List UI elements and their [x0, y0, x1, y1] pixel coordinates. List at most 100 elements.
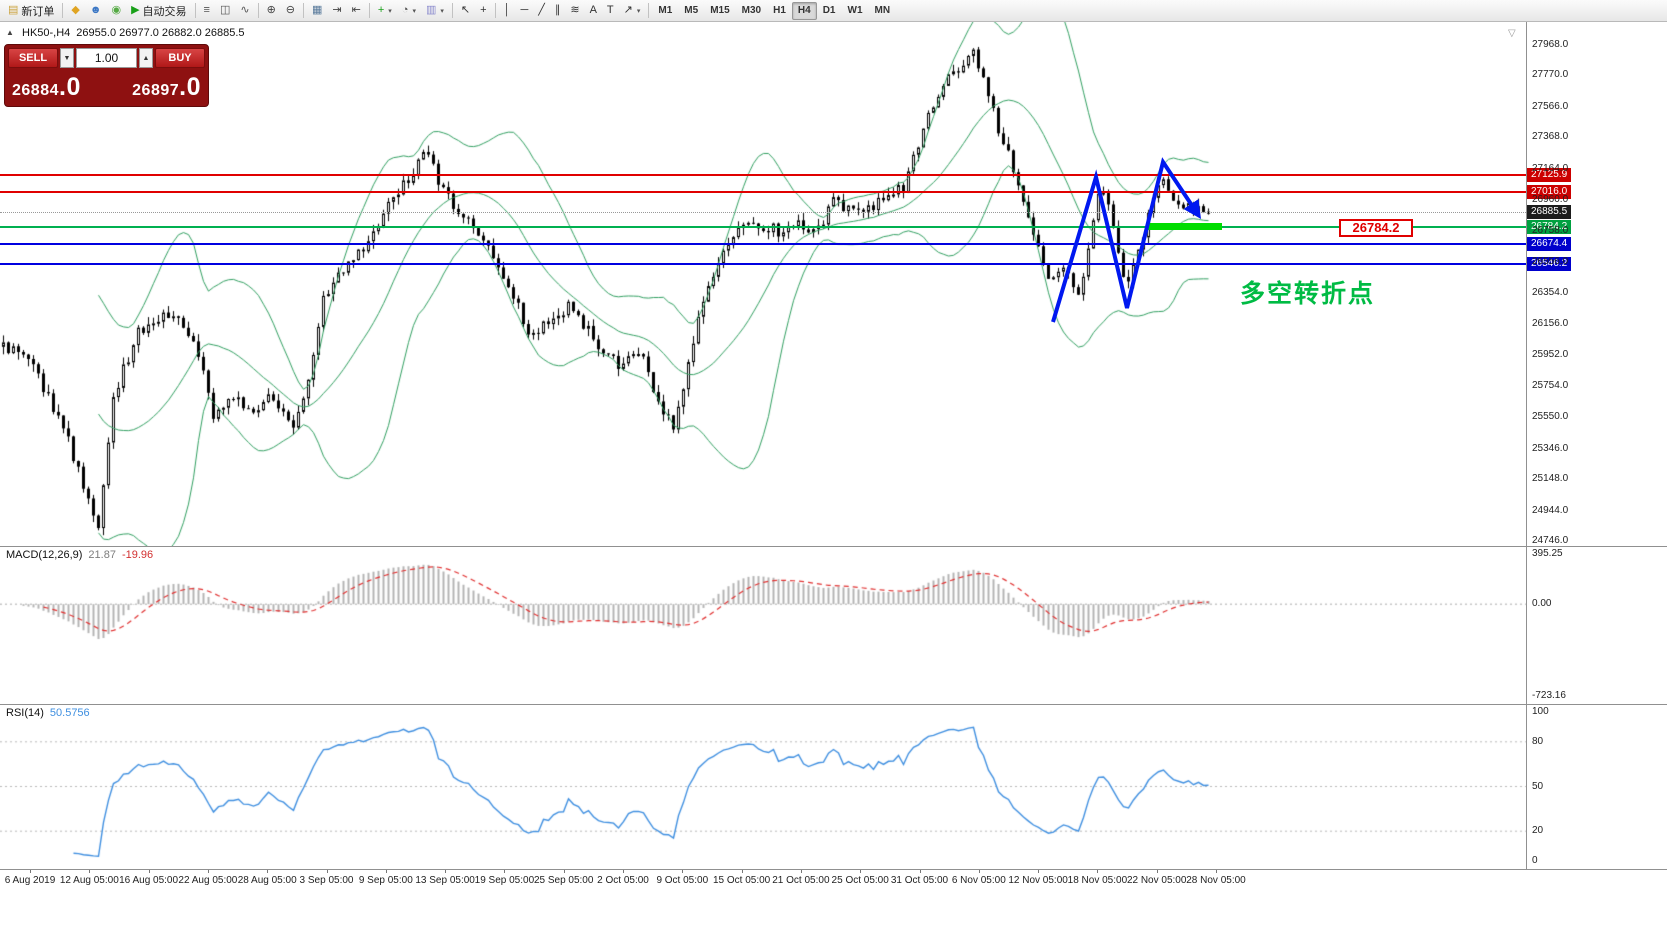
- timeframe-mn[interactable]: MN: [869, 2, 897, 20]
- indicators-icon: +: [377, 4, 385, 16]
- horizontal-line-icon[interactable]: ─: [515, 2, 533, 20]
- toolbar-label: M5: [684, 5, 699, 16]
- price-axis-label: 26354.0: [1532, 287, 1569, 299]
- toolbar-separator: [62, 3, 64, 18]
- vertical-line-icon[interactable]: │: [499, 2, 516, 20]
- volume-increase-button[interactable]: ▲: [139, 48, 153, 68]
- indicators-icon[interactable]: + ▾: [373, 2, 397, 20]
- pane-separator[interactable]: [0, 704, 1667, 705]
- macd-pane[interactable]: MACD(12,26,9) 21.87 -19.96: [0, 546, 1526, 704]
- cursor-icon[interactable]: ↖: [456, 2, 475, 20]
- zoom-out-icon[interactable]: ⊖: [281, 2, 300, 20]
- timeframe-m5[interactable]: M5: [678, 2, 704, 20]
- timeframe-h1[interactable]: H1: [767, 2, 792, 20]
- zoom-in-icon[interactable]: ⊕: [262, 2, 281, 20]
- zoom-in-icon: ⊕: [266, 4, 276, 16]
- label-icon[interactable]: T: [602, 2, 619, 20]
- timeframe-h4[interactable]: H4: [791, 1, 817, 20]
- time-axis-tick: [860, 869, 862, 873]
- volume-input[interactable]: 1.00: [76, 48, 137, 68]
- sell-price[interactable]: 26884.0: [12, 73, 81, 102]
- toolbar-separator: [303, 3, 305, 18]
- chevron-down-icon[interactable]: ▾: [440, 7, 444, 15]
- time-axis-tick: [682, 869, 684, 873]
- tile-windows-icon[interactable]: ▦: [307, 2, 327, 20]
- metaeditor-icon[interactable]: ◆: [66, 2, 84, 20]
- bar-chart-icon[interactable]: ≡: [199, 2, 215, 20]
- rsi-name: RSI(14): [6, 707, 44, 719]
- periods-icon[interactable]: ◔ ▾: [397, 2, 421, 20]
- timeframe-m1[interactable]: M1: [652, 2, 678, 20]
- time-axis-label: 31 Oct 05:00: [890, 875, 949, 886]
- news-icon[interactable]: ◉: [106, 2, 126, 20]
- channel-icon[interactable]: ∥: [550, 2, 566, 20]
- chart-shift-icon[interactable]: ⇤: [347, 2, 366, 20]
- rsi-pane[interactable]: RSI(14) 50.5756: [0, 704, 1526, 869]
- price-level-line[interactable]: [0, 226, 1526, 229]
- price-level-line[interactable]: [0, 173, 1526, 176]
- line-chart-icon[interactable]: ∿: [235, 2, 254, 20]
- buy-price[interactable]: 26897.0: [132, 73, 201, 102]
- timeframe-m15[interactable]: M15: [704, 2, 735, 20]
- new-order-button[interactable]: ▤ 新订单: [3, 2, 59, 20]
- text-icon[interactable]: A: [585, 2, 602, 20]
- crosshair-icon: +: [480, 4, 487, 16]
- arrows-icon[interactable]: ↗ ▾: [619, 2, 646, 20]
- time-axis-tick: [1038, 869, 1040, 873]
- macd-signal-value: -19.96: [121, 549, 154, 561]
- timeframe-m30[interactable]: M30: [736, 2, 767, 20]
- buy-button[interactable]: BUY: [155, 48, 205, 68]
- toolbar: ▤ 新订单 ◆ ☻ ◉ ▶ 自动交易 ≡ ◫ ∿ ⊕ ⊖ ▦ ⇥ ⇤ + ▾ ◔ ▾ ▥ ▾ ↖ + │ ─ ╱ ∥ ≋ A T ↗ ▾ M1 M…: [0, 0, 1667, 22]
- toolbar-separator: [648, 3, 650, 18]
- chevron-down-icon[interactable]: ▾: [636, 7, 641, 15]
- buy-price-frac: .0: [179, 73, 201, 101]
- auto-scroll-icon: ⇥: [332, 4, 342, 16]
- community-icon[interactable]: ☻: [85, 2, 107, 20]
- autotrading-button[interactable]: ▶ 自动交易: [126, 2, 191, 20]
- auto-scroll-icon[interactable]: ⇥: [327, 2, 346, 20]
- chinese-annotation-text[interactable]: 多空转折点: [1240, 280, 1376, 308]
- main-chart-pane[interactable]: ▲ HK50-,H4 26955.0 26977.0 26882.0 26885.…: [0, 22, 1526, 546]
- price-axis[interactable]: [1526, 22, 1667, 869]
- sell-button[interactable]: SELL: [8, 48, 58, 68]
- tile-windows-icon: ▦: [312, 4, 323, 16]
- one-click-trade-panel: SELL ▼ 1.00 ▲ BUY 26884.0 26897.0: [4, 44, 209, 107]
- toolbar-separator: [494, 3, 496, 18]
- price-level-badge: 27016.0: [1527, 184, 1572, 199]
- autotrading-icon: ▶: [131, 4, 140, 16]
- channel-icon: ∥: [554, 4, 561, 16]
- pane-separator[interactable]: [0, 546, 1667, 547]
- chart-shift-marker-icon[interactable]: ▽: [1508, 28, 1516, 39]
- trendline-icon[interactable]: ╱: [533, 2, 550, 20]
- trendline-icon: ╱: [538, 4, 545, 16]
- pivot-highlight-zone[interactable]: [1146, 223, 1222, 231]
- templates-icon[interactable]: ▥ ▾: [421, 2, 449, 20]
- chevron-down-icon[interactable]: ▾: [412, 7, 416, 15]
- price-callout-label[interactable]: 26784.2: [1339, 219, 1413, 237]
- price-axis-label: 27770.0: [1532, 69, 1569, 81]
- volume-decrease-button[interactable]: ▼: [60, 48, 74, 68]
- timeframe-d1[interactable]: D1: [817, 2, 842, 20]
- toolbar-label: M15: [710, 5, 730, 16]
- crosshair-icon[interactable]: +: [475, 2, 491, 20]
- trade-panel-toggle-icon[interactable]: ▲: [6, 28, 14, 37]
- price-level-line[interactable]: [0, 211, 1526, 213]
- time-axis[interactable]: 6 Aug 2019 12 Aug 05:00 16 Aug 05:00 22 Aug…: [0, 869, 1667, 895]
- time-axis-tick: [30, 869, 31, 873]
- toolbar-label: D1: [822, 5, 836, 16]
- timeframe-w1[interactable]: W1: [842, 2, 869, 20]
- time-axis-label: 9 Sep 05:00: [358, 875, 413, 886]
- time-axis-tick: [919, 869, 921, 873]
- time-axis-label: 22 Nov 05:00: [1126, 875, 1187, 886]
- candlestick-chart-icon[interactable]: ◫: [215, 2, 235, 20]
- fibonacci-icon[interactable]: ≋: [565, 2, 584, 20]
- time-axis-label: 25 Sep 05:00: [533, 875, 594, 886]
- price-level-line[interactable]: [0, 243, 1526, 246]
- rsi-label: RSI(14) 50.5756: [6, 707, 90, 719]
- time-axis-tick: [148, 869, 150, 873]
- chevron-down-icon[interactable]: ▾: [388, 7, 392, 15]
- price-level-line[interactable]: [0, 190, 1526, 193]
- price-level-line[interactable]: [0, 262, 1526, 265]
- price-level-badge: 26674.4: [1527, 237, 1572, 252]
